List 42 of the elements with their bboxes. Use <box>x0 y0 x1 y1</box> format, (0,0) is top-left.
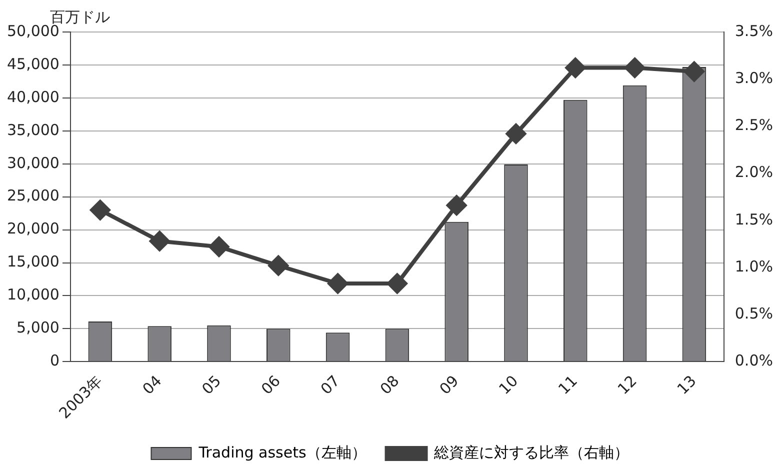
legend-label: 総資産に対する比率（右軸） <box>432 443 629 462</box>
point <box>684 62 704 82</box>
y2-tick-label: 3.5% <box>734 22 773 40</box>
y-tick-label: 15,000 <box>6 252 60 271</box>
y2-tick-label: 1.0% <box>734 257 773 276</box>
x-tick-label: 04 <box>138 372 166 398</box>
y2-tick-label: 2.0% <box>734 163 773 182</box>
point <box>268 256 288 276</box>
point <box>565 58 586 78</box>
x-tick-label: 05 <box>198 372 225 398</box>
x-tick-label: 09 <box>436 372 462 398</box>
y-tick-label: 40,000 <box>6 88 60 106</box>
point <box>624 58 645 78</box>
point <box>150 231 170 252</box>
x-tick-label: 13 <box>674 372 700 398</box>
x-tick-label: 11 <box>554 372 581 398</box>
y2-tick-label: 1.5% <box>734 210 773 228</box>
point <box>208 236 229 257</box>
y2-tick-label: 0.5% <box>734 304 773 322</box>
x-tick-label: 12 <box>614 372 640 398</box>
point <box>446 195 467 216</box>
point <box>506 124 526 144</box>
y-tick-label: 20,000 <box>6 220 60 238</box>
point <box>90 200 110 220</box>
y2-tick-label: 3.0% <box>734 68 773 87</box>
point <box>328 273 348 294</box>
point <box>387 273 408 294</box>
x-tick-label: 07 <box>317 372 344 398</box>
y-tick-label: 35,000 <box>6 120 60 139</box>
x-tick-label: 08 <box>376 372 403 398</box>
y-tick-label: 10,000 <box>6 286 60 304</box>
y-tick-label: 30,000 <box>6 154 60 172</box>
y-axis-title: 百万ドル <box>50 8 110 26</box>
y-tick-label: 5,000 <box>16 318 60 337</box>
y-tick-label: 0 <box>50 352 60 370</box>
x-tick-label: 06 <box>258 372 284 398</box>
y-tick-label: 25,000 <box>6 186 60 205</box>
y2-tick-label: 0.0% <box>734 352 773 370</box>
y2-tick-label: 2.5% <box>734 116 773 134</box>
legend-label: Trading assets（左軸） <box>198 443 366 462</box>
y-tick-label: 45,000 <box>6 54 60 73</box>
x-tick-label: 10 <box>495 372 522 398</box>
